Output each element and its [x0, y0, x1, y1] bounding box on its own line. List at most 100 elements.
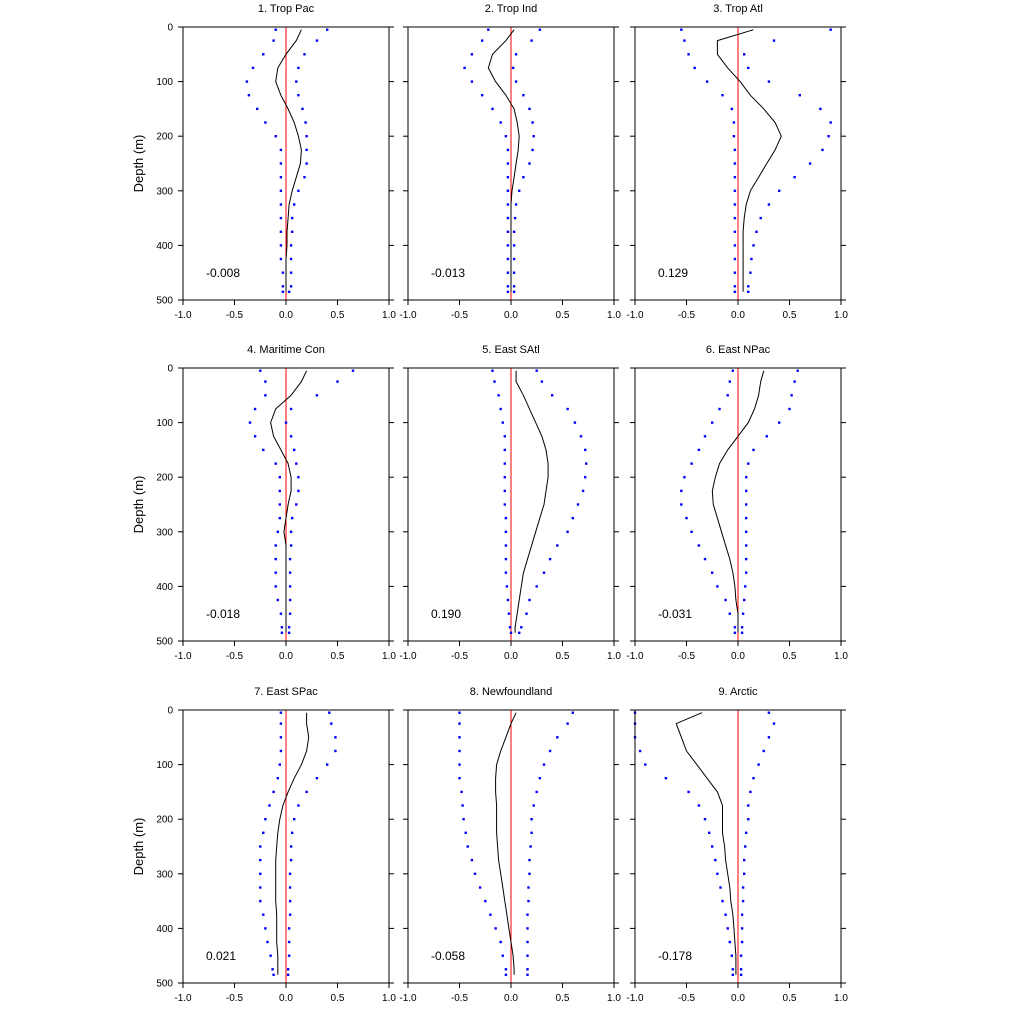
upper-bound-point	[745, 503, 748, 506]
lower-bound-point	[508, 626, 512, 629]
lower-bound-point	[504, 968, 508, 971]
lower-bound-point	[733, 244, 737, 247]
lower-bound-point	[504, 973, 508, 976]
upper-bound-point	[752, 448, 755, 452]
x-tick-label: 0.0	[279, 651, 293, 662]
lower-bound-point	[724, 598, 727, 602]
lower-bound-point	[278, 476, 281, 479]
lower-bound-point	[484, 899, 487, 903]
lower-bound-point	[279, 148, 283, 152]
lower-bound-point	[501, 954, 504, 957]
upper-bound-point	[512, 285, 516, 288]
upper-bound-point	[744, 845, 747, 848]
upper-bound-point	[535, 369, 538, 372]
upper-bound-point	[767, 203, 771, 206]
upper-bound-point	[571, 711, 574, 714]
lower-bound-point	[253, 435, 257, 438]
lower-bound-point	[697, 804, 701, 807]
lower-bound-point	[714, 858, 717, 862]
upper-bound-point	[315, 394, 319, 397]
upper-bound-point	[741, 899, 745, 903]
upper-bound-point	[289, 257, 293, 261]
upper-bound-point	[293, 203, 296, 206]
x-tick-label: -0.5	[451, 651, 469, 662]
x-tick-label: -0.5	[678, 651, 696, 662]
upper-bound-point	[755, 230, 758, 233]
upper-bound-point	[295, 503, 298, 506]
lower-bound-point	[458, 749, 461, 753]
upper-bound-point	[305, 148, 308, 152]
upper-bound-point	[522, 176, 525, 179]
lower-bound-point	[499, 940, 502, 944]
upper-bound-point	[288, 913, 292, 916]
lower-bound-point	[731, 968, 734, 971]
upper-bound-point	[772, 39, 776, 42]
y-tick-label: 300	[156, 527, 173, 538]
lower-bound-point	[506, 257, 510, 261]
lower-bound-point	[687, 53, 690, 56]
upper-bound-point	[538, 777, 541, 780]
upper-bound-point	[288, 899, 292, 903]
lower-bound-point	[708, 831, 711, 834]
upper-bound-point	[747, 290, 750, 293]
x-tick-label: -1.0	[399, 310, 417, 321]
lower-bound-point	[683, 39, 686, 42]
upper-bound-point	[284, 421, 288, 424]
upper-bound-point	[287, 927, 291, 930]
correlation-value-label: 0.190	[431, 607, 461, 621]
lower-bound-point	[470, 53, 474, 56]
lower-bound-point	[733, 230, 737, 233]
upper-bound-point	[512, 290, 516, 293]
x-tick-label: -0.5	[451, 993, 469, 1004]
upper-bound-point	[745, 544, 748, 547]
upper-bound-point	[745, 557, 748, 561]
x-tick-label: 0.5	[331, 651, 345, 662]
lower-bound-point	[728, 380, 731, 383]
lower-bound-point	[733, 189, 737, 192]
lower-bound-point	[458, 736, 461, 739]
x-tick-label: 0.5	[331, 993, 345, 1004]
upper-bound-point	[581, 489, 585, 493]
upper-bound-point	[297, 66, 300, 70]
upper-bound-point	[334, 736, 337, 739]
lower-bound-point	[276, 530, 279, 533]
x-tick-label: 0.5	[783, 993, 797, 1004]
lower-bound-point	[690, 462, 693, 465]
upper-bound-point	[530, 39, 533, 42]
lower-bound-point	[462, 818, 465, 821]
upper-bound-point	[538, 28, 541, 31]
lower-bound-point	[506, 244, 510, 247]
upper-bound-point	[288, 598, 292, 602]
lower-bound-point	[506, 216, 510, 220]
x-tick-label: 0.0	[731, 993, 745, 1004]
upper-bound-point	[747, 66, 750, 70]
lower-bound-point	[503, 435, 506, 438]
upper-bound-point	[741, 612, 745, 615]
lower-bound-point	[466, 845, 469, 848]
upper-bound-point	[542, 763, 546, 766]
lower-bound-point	[262, 831, 265, 834]
correlation-value-label: -0.008	[206, 266, 240, 280]
x-tick-label: -1.0	[626, 310, 644, 321]
y-axis-label: Depth (m)	[131, 818, 146, 876]
lower-bound-point	[728, 940, 731, 944]
lower-bound-point	[638, 749, 642, 753]
upper-bound-point	[750, 257, 753, 261]
lower-bound-point	[470, 80, 474, 83]
correlation-value-label: 0.021	[206, 949, 236, 963]
lower-bound-point	[481, 94, 484, 97]
lower-bound-point	[278, 489, 281, 493]
upper-bound-point	[530, 818, 533, 821]
lower-bound-point	[733, 285, 737, 288]
y-tick-label: 0	[167, 364, 173, 375]
lower-bound-point	[460, 790, 463, 794]
upper-bound-point	[289, 858, 293, 862]
upper-bound-point	[297, 476, 300, 479]
x-tick-label: 0.5	[556, 310, 570, 321]
upper-bound-point	[328, 711, 331, 714]
y-axis-label: Depth (m)	[131, 135, 146, 193]
upper-bound-point	[351, 369, 355, 372]
upper-bound-point	[326, 763, 329, 766]
lower-bound-point	[489, 913, 492, 916]
